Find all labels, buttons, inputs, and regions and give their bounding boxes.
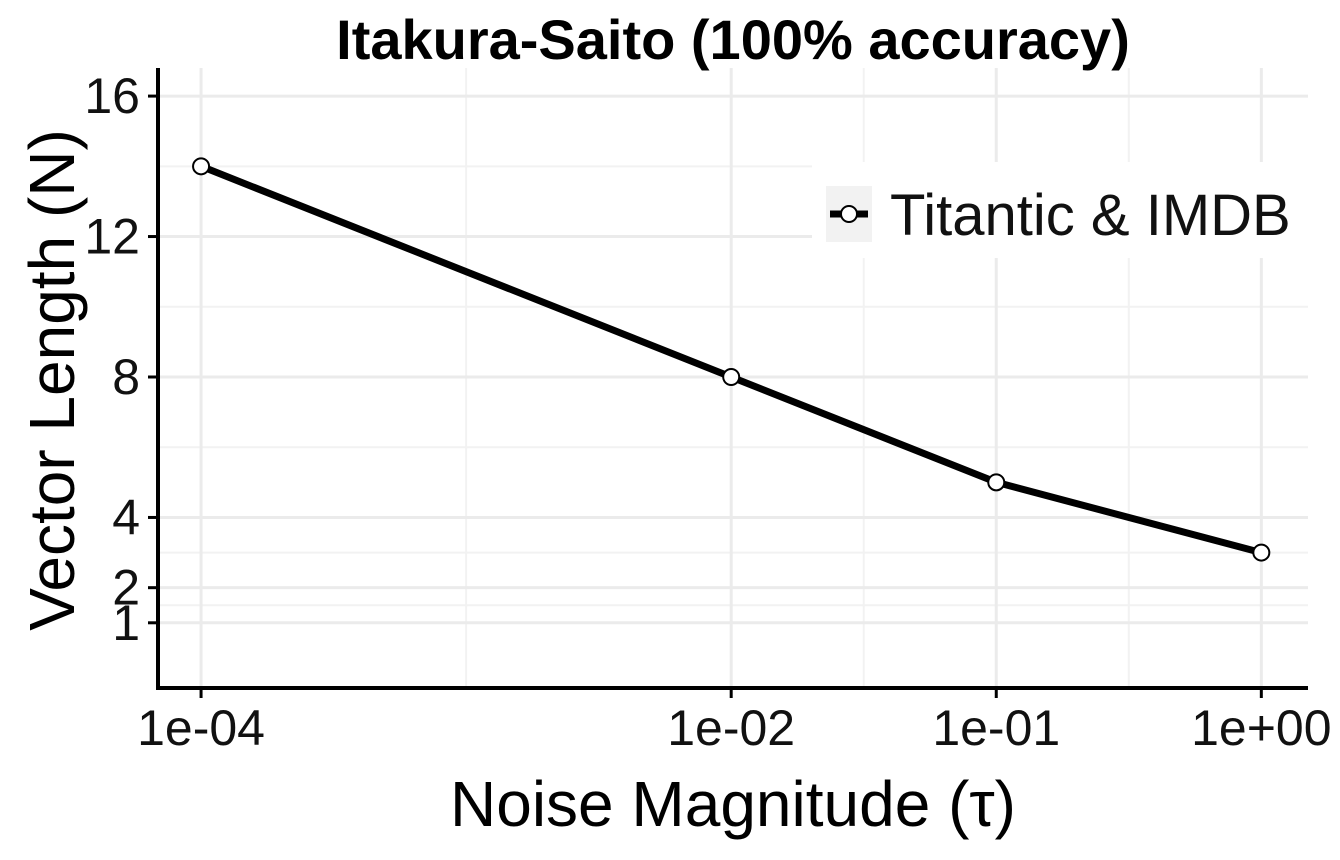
- series-line: [199, 163, 1263, 556]
- chart-title: Itakura-Saito (100% accuracy): [336, 8, 1130, 71]
- y-tick-label: 4: [112, 489, 140, 545]
- data-point: [1252, 543, 1271, 562]
- y-ticks: 12 4 8 12 16: [84, 68, 158, 651]
- data-point: [192, 157, 211, 176]
- data-point: [987, 473, 1006, 492]
- y-tick-label: 2: [112, 560, 140, 616]
- legend-label: Titantic & IMDB: [890, 183, 1291, 248]
- data-point: [722, 368, 741, 386]
- x-tick-label: 1e-01: [932, 700, 1060, 756]
- x-tick-label: 1e+00: [1191, 700, 1331, 756]
- x-tick-label: 1e-04: [137, 700, 265, 756]
- y-axis-title: Vector Length (N): [16, 129, 88, 631]
- x-axis-title: Noise Magnitude (τ): [450, 768, 1016, 840]
- series-layer: [192, 157, 1271, 562]
- legend: Titantic & IMDB: [826, 183, 1291, 248]
- legend-background: [812, 162, 1340, 258]
- y-tick-label: 8: [112, 349, 140, 405]
- x-tick-label: 1e-02: [667, 700, 795, 756]
- y-tick-label: 12: [84, 209, 140, 265]
- y-tick-label: 1: [112, 595, 140, 651]
- legend-key-marker: [840, 205, 858, 223]
- x-ticks: 1e-04 1e-02 1e-01 1e+00: [137, 688, 1332, 756]
- y-tick-label: 16: [84, 68, 140, 124]
- axes: 1e-04 1e-02 1e-01 1e+00 12 4 8 12 16: [84, 68, 1332, 756]
